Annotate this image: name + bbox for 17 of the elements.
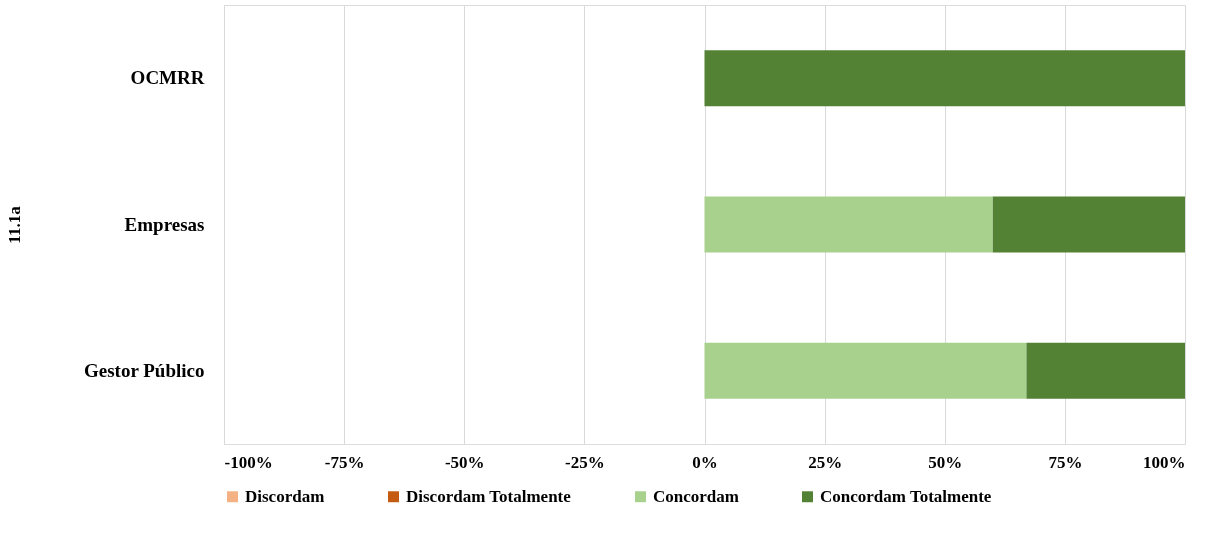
y-tick-label: Gestor Público bbox=[83, 359, 205, 381]
x-tick-label: 50% bbox=[928, 452, 963, 472]
legend-label: Discordam bbox=[245, 486, 325, 506]
x-tick-label: 0% bbox=[692, 452, 718, 472]
y-tick-label: OCMRR bbox=[130, 67, 205, 89]
legend-label: Concordam bbox=[653, 486, 739, 506]
x-tick-label: 75% bbox=[1048, 452, 1083, 472]
y-axis-title: 11.1a bbox=[4, 205, 24, 244]
x-tick-label: 100% bbox=[1143, 452, 1186, 472]
x-tick-label: -100% bbox=[224, 452, 273, 472]
legend-label: Concordam Totalmente bbox=[820, 486, 992, 506]
x-tick-label: -75% bbox=[324, 452, 365, 472]
x-tick-label: -50% bbox=[444, 452, 485, 472]
x-tick-label: 25% bbox=[808, 452, 843, 472]
x-tick-label: -25% bbox=[565, 452, 605, 472]
legend-label: Discordam Totalmente bbox=[406, 486, 572, 506]
y-tick-label: Empresas bbox=[124, 213, 205, 235]
